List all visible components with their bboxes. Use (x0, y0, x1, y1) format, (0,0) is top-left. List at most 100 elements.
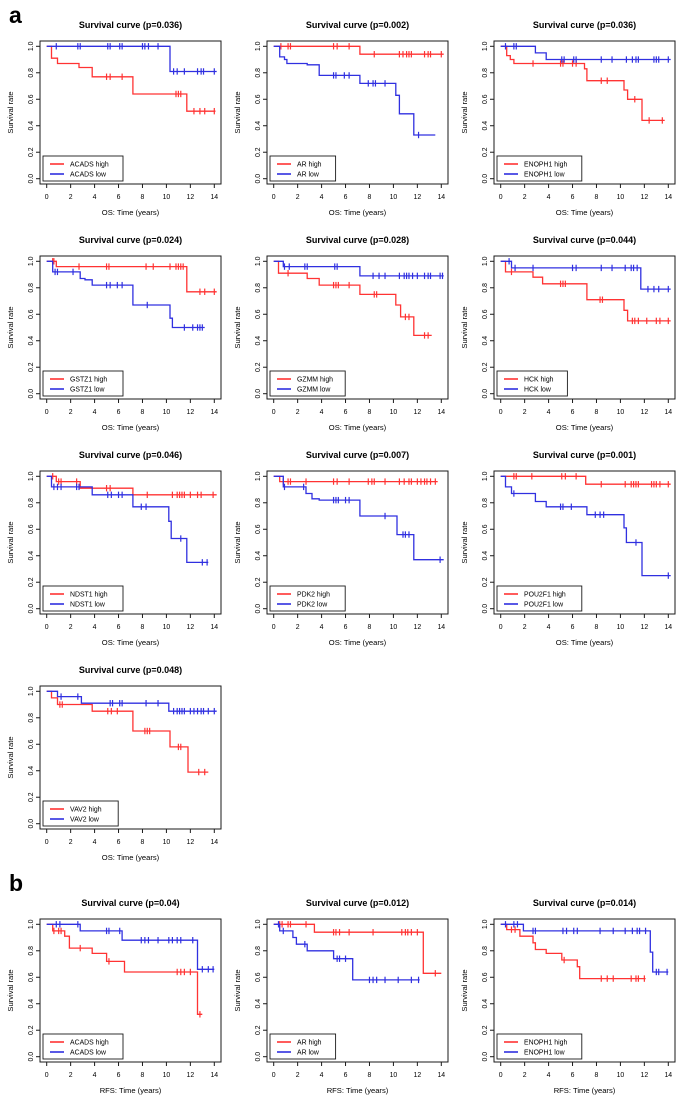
km-plot-canvas: Survival curve (p=0.024) 0 2 4 6 8 10 12 14 0.0 0.… (6, 235, 222, 432)
x-tick-label: 10 (617, 1072, 625, 1079)
x-tick-label: 4 (93, 624, 97, 631)
legend-label-high: HCK high (524, 377, 554, 384)
survival-curve-low (273, 45, 436, 136)
y-tick-label: 0.2 (28, 792, 35, 802)
x-tick-label: 0 (45, 194, 49, 201)
y-tick-label: 0.6 (28, 739, 35, 749)
legend-label-high: GZMM high (297, 377, 333, 384)
y-axis-title: Survival rate (460, 521, 469, 563)
x-axis-title: OS: Time (years) (102, 638, 160, 647)
x-axis-title: OS: Time (years) (556, 638, 614, 647)
x-tick-label: 0 (499, 409, 503, 416)
panel-a-grid: Survival curve (p=0.036) 0 2 4 6 8 10 12 14 0.0 0.… (2, 8, 683, 868)
y-tick-label: 0.2 (482, 147, 489, 157)
y-tick-label: 0.0 (28, 819, 35, 829)
y-tick-label: 0.6 (482, 524, 489, 534)
km-plot-canvas: Survival curve (p=0.044) 0 2 4 6 8 10 12 14 0.0 0.… (460, 235, 676, 432)
km-plot-canvas: Survival curve (p=0.007) 0 2 4 6 8 10 12 14 0.0 0.… (233, 450, 449, 647)
y-tick-label: 0.4 (255, 121, 262, 131)
y-tick-label: 0.8 (255, 946, 262, 956)
y-tick-label: 0.0 (255, 1052, 262, 1062)
y-tick-label: 0.6 (28, 94, 35, 104)
y-axis-title: Survival rate (6, 306, 15, 348)
y-tick-label: 0.0 (255, 604, 262, 614)
y-tick-label: 0.8 (28, 283, 35, 293)
legend-label-low: AR low (297, 1050, 319, 1057)
legend-box (42, 1033, 124, 1060)
x-tick-label: 2 (69, 624, 73, 631)
survival-curve-high (46, 690, 209, 773)
km-plot-canvas: Survival curve (p=0.048) 0 2 4 6 8 10 12 14 0.0 0.… (6, 665, 222, 862)
y-tick-label: 0.0 (28, 174, 35, 184)
x-tick-label: 4 (93, 409, 97, 416)
x-tick-label: 0 (272, 194, 276, 201)
y-tick-label: 0.0 (255, 174, 262, 184)
x-axis-title: RFS: Time (years) (100, 1086, 162, 1095)
y-axis-title: Survival rate (6, 521, 15, 563)
y-tick-label: 0.8 (28, 946, 35, 956)
legend-label-high: GSTZ1 high (70, 377, 107, 384)
y-tick-label: 0.0 (28, 604, 35, 614)
km-plot-canvas: Survival curve (p=0.046) 0 2 4 6 8 10 12 14 0.0 0.… (6, 450, 222, 647)
km-plot-canvas: Survival curve (p=0.012) 0 2 4 6 8 10 12 14 0.0 0.… (233, 898, 449, 1095)
x-tick-label: 10 (163, 839, 171, 846)
y-tick-label: 0.4 (255, 336, 262, 346)
x-tick-label: 12 (187, 624, 195, 631)
plot-title: Survival curve (p=0.028) (306, 235, 409, 245)
plot-title: Survival curve (p=0.001) (533, 450, 636, 460)
plot-frame (266, 918, 449, 1063)
survival-curve-low (46, 475, 209, 564)
x-tick-label: 6 (117, 194, 121, 201)
y-tick-label: 0.2 (482, 577, 489, 587)
x-tick-label: 10 (617, 194, 625, 201)
plot-title: Survival curve (p=0.036) (533, 20, 636, 30)
x-tick-label: 4 (320, 1072, 324, 1079)
y-tick-label: 0.2 (482, 362, 489, 372)
y-tick-label: 0.4 (255, 999, 262, 1009)
x-tick-label: 8 (368, 624, 372, 631)
x-tick-label: 8 (368, 194, 372, 201)
x-tick-label: 12 (641, 409, 649, 416)
km-plot-canvas: Survival curve (p=0.002) 0 2 4 6 8 10 12 14 0.0 0.… (233, 20, 449, 217)
x-axis-title: RFS: Time (years) (327, 1086, 389, 1095)
y-tick-label: 0.2 (28, 362, 35, 372)
x-tick-label: 14 (664, 624, 672, 631)
x-tick-label: 10 (390, 624, 398, 631)
survival-curve-high (46, 475, 217, 496)
x-tick-label: 4 (93, 1072, 97, 1079)
x-tick-label: 10 (163, 194, 171, 201)
y-tick-label: 0.6 (255, 309, 262, 319)
plot-frame (39, 685, 222, 830)
km-plot-gzmm-os: Survival curve (p=0.028) 0 2 4 6 8 10 12 14 0.0 0.… (229, 223, 456, 438)
km-plot-canvas: Survival curve (p=0.036) 0 2 4 6 8 10 12 14 0.0 0.… (460, 20, 676, 217)
y-axis-title: Survival rate (6, 91, 15, 133)
km-plot-ar-os: Survival curve (p=0.002) 0 2 4 6 8 10 12 14 0.0 0.… (229, 8, 456, 223)
x-tick-label: 6 (117, 624, 121, 631)
x-tick-label: 2 (69, 1072, 73, 1079)
x-tick-label: 0 (499, 194, 503, 201)
survival-curve-low (273, 475, 444, 561)
survival-curve-high (273, 260, 432, 337)
x-tick-label: 6 (344, 1072, 348, 1079)
x-tick-label: 4 (320, 624, 324, 631)
legend-label-low: AR low (297, 172, 319, 179)
plot-title: Survival curve (p=0.046) (79, 450, 182, 460)
y-tick-label: 0.2 (28, 577, 35, 587)
km-plot-enoph1-os: Survival curve (p=0.036) 0 2 4 6 8 10 12 14 0.0 0.… (456, 8, 683, 223)
y-tick-label: 0.6 (28, 972, 35, 982)
legend-label-low: PDK2 low (297, 602, 327, 609)
x-tick-label: 12 (641, 194, 649, 201)
x-tick-label: 14 (210, 839, 218, 846)
x-axis-title: OS: Time (years) (329, 423, 387, 432)
survival-curve-high (46, 45, 216, 112)
legend-label-high: AR high (297, 1040, 322, 1047)
plot-title: Survival curve (p=0.007) (306, 450, 409, 460)
x-tick-label: 12 (641, 1072, 649, 1079)
x-tick-label: 8 (595, 1072, 599, 1079)
x-tick-label: 8 (141, 409, 145, 416)
legend-box (269, 370, 346, 397)
x-tick-label: 2 (296, 624, 300, 631)
x-tick-label: 0 (272, 1072, 276, 1079)
plot-frame (266, 255, 449, 400)
